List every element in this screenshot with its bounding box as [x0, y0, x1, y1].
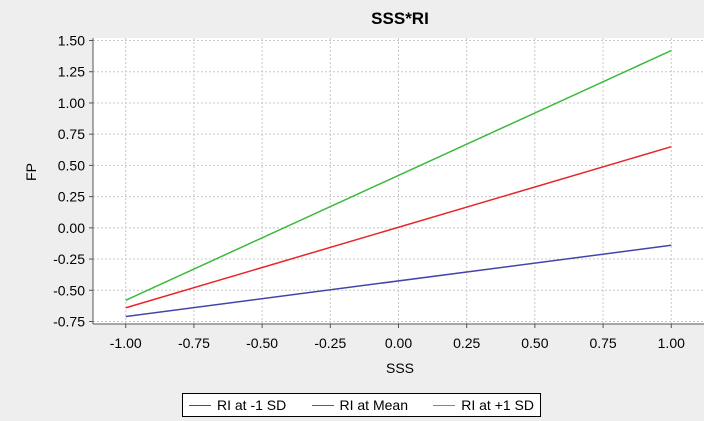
y-tick-label: 1.25: [58, 64, 85, 80]
x-tick-label: -0.50: [246, 335, 278, 351]
y-axis-ticks: -0.75 -0.50 -0.25 0.00 0.25 0.50 0.75 1.00 1.25 1…: [53, 32, 93, 330]
x-axis-title: SSS: [386, 360, 414, 376]
legend-label-mean: RI at Mean: [339, 397, 408, 413]
legend-item-plus-1sd: RI at +1 SD: [433, 397, 534, 413]
legend-item-mean: RI at Mean: [311, 397, 408, 413]
x-tick-label: 0.00: [385, 335, 412, 351]
legend-swatch-plus-1sd: [433, 404, 456, 406]
legend-label-minus-1sd: RI at -1 SD: [217, 397, 287, 413]
x-tick-label: 0.75: [589, 335, 616, 351]
legend-item-minus-1sd: RI at -1 SD: [189, 397, 286, 413]
y-tick-label: 0.00: [58, 220, 85, 236]
series-line-0: [125, 244, 672, 318]
chart-title: SSS*RI: [371, 9, 429, 28]
x-tick-label: 0.50: [521, 335, 548, 351]
y-tick-label: 1.50: [58, 32, 85, 48]
y-tick-label: 1.00: [58, 95, 85, 111]
y-tick-label: -0.25: [53, 251, 85, 267]
y-tick-label: 0.75: [58, 126, 85, 142]
y-axis-title: FP: [23, 163, 39, 181]
grid-lines: [93, 38, 704, 324]
x-axis-ticks: -1.00 -0.75 -0.50 -0.25 0.00 0.25 0.50 0.75 1.00: [110, 324, 685, 351]
x-tick-label: -0.25: [314, 335, 346, 351]
series-lines: [125, 49, 672, 318]
plot-area: [93, 38, 704, 324]
y-tick-label: -0.50: [53, 282, 85, 298]
x-tick-label: -0.75: [178, 335, 210, 351]
legend-label-plus-1sd: RI at +1 SD: [461, 397, 534, 413]
x-tick-label: 1.00: [658, 335, 685, 351]
series-line-1: [125, 145, 672, 309]
y-tick-label: -0.75: [53, 314, 85, 330]
x-tick-label: 0.25: [453, 335, 480, 351]
x-tick-label: -1.00: [110, 335, 142, 351]
legend-swatch-mean: [311, 404, 334, 406]
y-tick-label: 0.50: [58, 157, 85, 173]
y-tick-label: 0.25: [58, 189, 85, 205]
legend-swatch-minus-1sd: [189, 404, 211, 406]
legend: RI at -1 SD RI at Mean RI at +1 SD: [182, 393, 541, 417]
series-line-2: [125, 49, 672, 301]
